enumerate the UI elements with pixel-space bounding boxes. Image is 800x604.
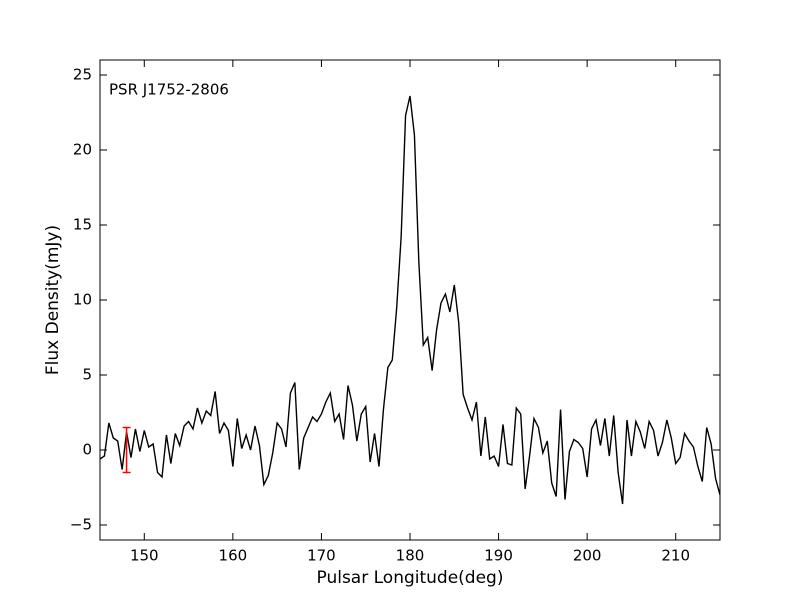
x-tick-label: 190 bbox=[484, 547, 513, 565]
x-tick-label: 150 bbox=[130, 547, 159, 565]
plot-frame bbox=[99, 59, 721, 541]
annotation: PSR J1752-2806 bbox=[109, 81, 229, 99]
y-tick-label: 10 bbox=[73, 291, 92, 309]
data-line bbox=[100, 95, 720, 505]
y-tick-label: 15 bbox=[73, 216, 92, 234]
x-axis-label: Pulsar Longitude(deg) bbox=[317, 568, 504, 588]
y-axis-label: Flux Density(mJy) bbox=[43, 225, 63, 375]
x-tick-label: 160 bbox=[219, 547, 248, 565]
y-tick-label: −5 bbox=[70, 516, 92, 534]
y-tick-label: 20 bbox=[73, 141, 92, 159]
x-tick-label: 180 bbox=[396, 547, 425, 565]
y-tick-label: 0 bbox=[82, 441, 92, 459]
x-tick-label: 210 bbox=[661, 547, 690, 565]
x-tick-label: 200 bbox=[573, 547, 602, 565]
y-tick-label: 5 bbox=[82, 366, 92, 384]
x-tick-label: 170 bbox=[307, 547, 336, 565]
y-tick-label: 25 bbox=[73, 66, 92, 84]
